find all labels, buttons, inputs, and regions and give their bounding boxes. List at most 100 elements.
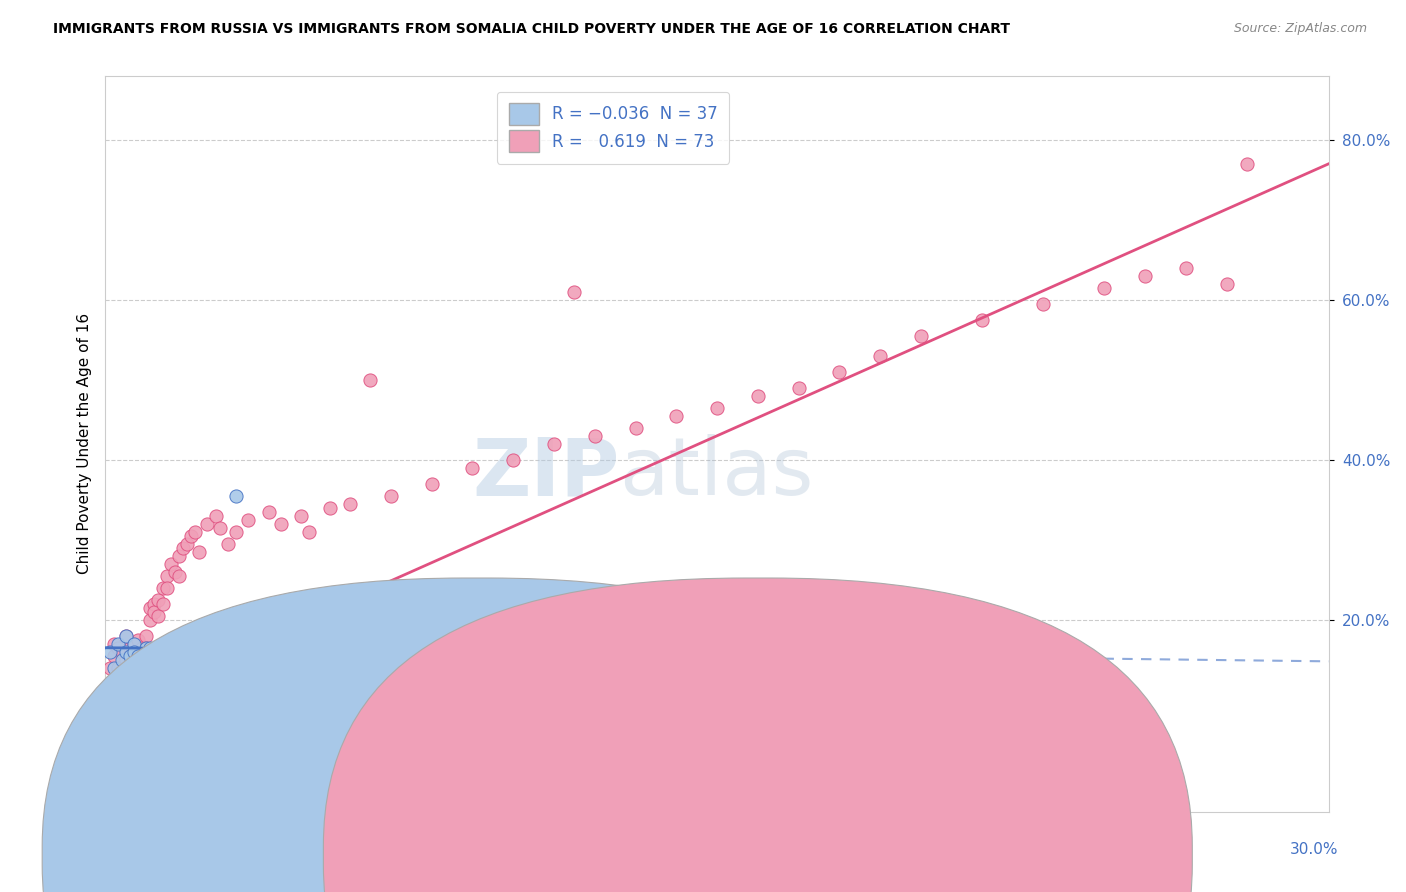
Point [107,661,129,675]
Point [107,637,129,651]
Point [115,629,138,643]
Point [143,605,166,619]
Point [970,313,993,327]
Point [148,608,170,623]
Point [159,557,181,571]
Point [135,640,157,655]
Text: Immigrants from Russia: Immigrants from Russia [495,848,678,863]
Text: Immigrants from Somalia: Immigrants from Somalia [776,848,970,863]
Point [180,529,202,543]
Point [502,452,524,467]
Point [115,645,138,659]
Point [155,581,177,595]
Point [543,436,565,450]
Point [152,581,174,595]
Point [787,381,810,395]
Point [167,549,190,563]
Point [139,640,162,655]
Point [665,409,688,423]
Point [159,640,181,655]
Point [115,653,138,667]
Point [225,489,247,503]
Point [152,637,174,651]
Point [869,349,891,363]
Point [98,661,121,675]
Text: 30.0%: 30.0% [1291,842,1339,856]
Point [184,640,207,655]
Point [270,516,292,531]
Point [111,645,134,659]
Point [420,476,443,491]
Point [380,489,402,503]
Point [706,401,728,415]
Point [172,637,194,651]
Point [118,640,141,655]
Point [155,568,177,582]
Point [298,524,321,539]
Point [543,632,565,647]
Point [107,640,129,655]
Point [148,592,170,607]
Point [204,508,226,523]
Point [1175,260,1198,275]
Point [461,460,484,475]
Point [155,648,177,663]
Point [135,648,157,663]
Point [318,500,342,515]
Point [131,648,153,663]
Point [360,373,382,387]
Point [163,565,186,579]
Point [122,637,145,651]
Point [236,513,259,527]
Point [127,648,149,663]
Point [208,637,231,651]
Point [103,648,125,663]
Point [184,524,207,539]
Point [910,692,932,706]
Point [208,521,231,535]
Point [135,640,157,655]
Point [172,541,194,555]
Text: atlas: atlas [619,434,814,512]
Point [122,637,145,651]
Legend: R = −0.036  N = 37, R =   0.619  N = 73: R = −0.036 N = 37, R = 0.619 N = 73 [496,92,730,163]
Point [339,497,361,511]
Point [103,661,125,675]
Point [1216,277,1239,291]
Point [135,629,157,643]
Point [167,568,190,582]
Text: ZIP: ZIP [472,434,619,512]
Point [290,508,312,523]
Point [257,640,280,655]
Point [910,328,932,343]
Text: 0.0%: 0.0% [96,842,135,856]
Point [143,645,166,659]
Point [139,613,162,627]
Point [98,645,121,659]
Point [118,648,141,663]
Point [118,648,141,663]
Point [122,648,145,663]
Point [115,629,138,643]
Point [399,640,422,655]
Point [148,648,170,663]
Text: IMMIGRANTS FROM RUSSIA VS IMMIGRANTS FROM SOMALIA CHILD POVERTY UNDER THE AGE OF: IMMIGRANTS FROM RUSSIA VS IMMIGRANTS FRO… [53,22,1011,37]
Point [747,389,769,403]
Point [339,648,361,663]
Point [1032,297,1054,311]
Point [139,600,162,615]
Point [290,629,312,643]
Point [103,637,125,651]
Point [167,645,190,659]
Point [176,648,198,663]
Point [1092,281,1115,295]
Point [127,632,149,647]
Point [152,597,174,611]
Point [195,648,219,663]
Point [131,661,153,675]
Point [624,421,647,435]
Point [143,597,166,611]
Point [562,285,586,299]
Point [849,648,872,663]
Point [1133,268,1156,283]
